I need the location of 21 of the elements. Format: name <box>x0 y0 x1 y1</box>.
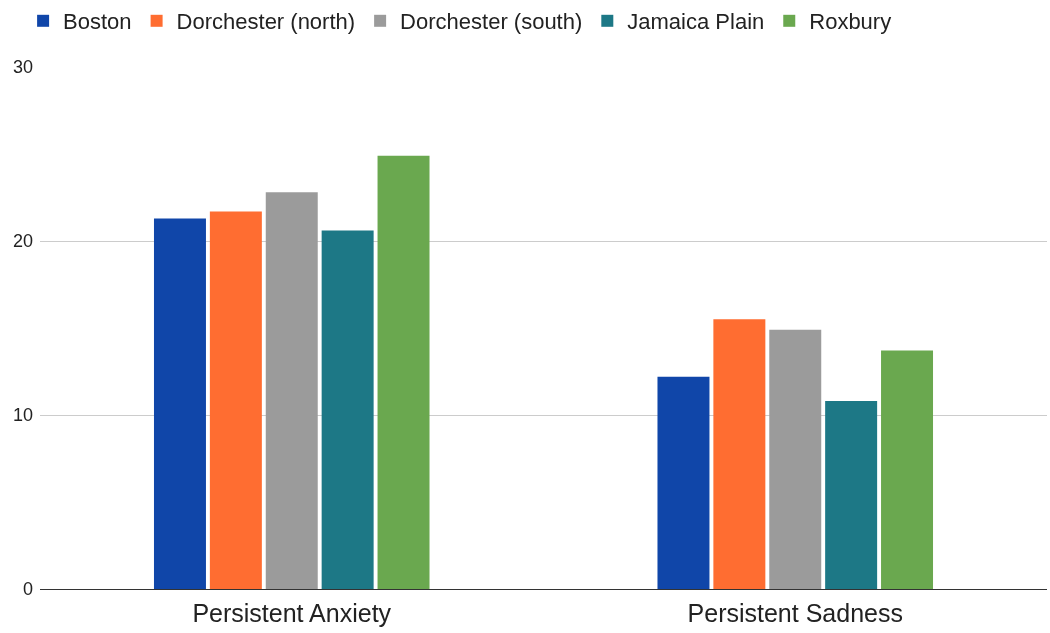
bar <box>265 192 318 589</box>
legend-label: Dorchester (north) <box>176 9 356 35</box>
bar <box>769 329 822 589</box>
bar <box>209 211 262 589</box>
legend-label: Dorchester (south) <box>400 9 583 35</box>
y-tick-label: 30 <box>12 57 33 78</box>
bar <box>657 376 710 589</box>
x-tick-label: Persistent Sadness <box>687 599 903 627</box>
bar <box>377 155 430 589</box>
bar <box>881 350 934 589</box>
bar <box>153 218 206 589</box>
bar <box>713 319 766 589</box>
legend-label: Boston <box>63 9 132 35</box>
bar <box>321 230 374 589</box>
bar <box>825 401 878 589</box>
legend-label: Jamaica Plain <box>627 9 765 35</box>
y-tick-label: 0 <box>22 579 33 600</box>
x-tick-label: Persistent Anxiety <box>192 599 392 627</box>
y-tick-label: 20 <box>12 231 33 252</box>
y-tick-label: 10 <box>12 405 33 426</box>
legend-label: Roxbury <box>809 9 892 35</box>
